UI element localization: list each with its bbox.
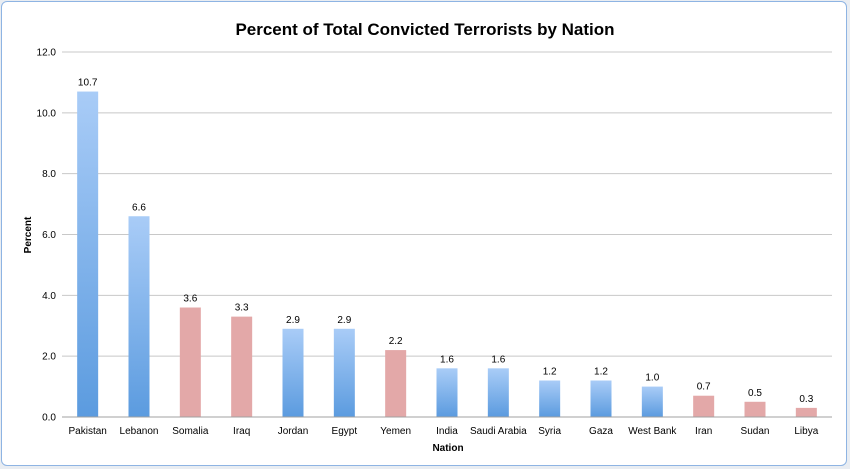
x-tick-label: Lebanon — [120, 426, 159, 437]
bar-jordan — [282, 328, 304, 417]
bar-west-bank — [641, 386, 663, 417]
data-label: 10.7 — [78, 78, 98, 89]
bar-libya — [795, 407, 817, 417]
data-label: 2.2 — [389, 336, 403, 347]
x-tick-label: Gaza — [589, 426, 613, 437]
x-tick-label: Jordan — [278, 426, 309, 437]
x-tick-label: India — [436, 426, 458, 437]
bar-gaza — [590, 380, 612, 417]
data-label: 2.9 — [337, 315, 351, 326]
bar-lebanon — [128, 216, 150, 417]
data-label: 0.5 — [748, 388, 762, 399]
x-tick-label: Syria — [538, 426, 561, 437]
y-tick-label: 4.0 — [42, 291, 56, 302]
bar-yemen — [385, 350, 407, 417]
y-tick-label: 8.0 — [42, 169, 56, 180]
bar-iraq — [231, 316, 253, 417]
data-label: 6.6 — [132, 202, 146, 213]
bar-egypt — [333, 328, 355, 417]
x-axis-title: Nation — [432, 443, 463, 454]
data-label: 3.6 — [183, 294, 197, 305]
data-label: 1.0 — [645, 373, 659, 384]
bars — [77, 91, 817, 418]
data-label: 1.2 — [543, 367, 557, 378]
y-axis-ticks: 0.0 2.0 4.0 6.0 8.0 10.0 12.0 — [37, 48, 57, 424]
data-label: 1.6 — [491, 354, 505, 365]
y-tick-label: 12.0 — [37, 48, 57, 59]
bar-india — [436, 368, 458, 417]
bar-syria — [539, 380, 561, 417]
grid-lines — [62, 51, 832, 357]
bar-pakistan — [77, 91, 99, 418]
data-label: 3.3 — [235, 303, 249, 314]
x-tick-label: Iran — [695, 426, 712, 437]
data-label: 0.3 — [799, 394, 813, 405]
y-axis-title: Percent — [23, 216, 34, 253]
data-labels: 10.7 6.6 3.6 3.3 2.9 2.9 2.2 1.6 1.6 1.2 1.2 1.0 0.7… — [78, 78, 814, 405]
x-tick-label: Pakistan — [68, 426, 106, 437]
bar-somalia — [179, 307, 201, 417]
x-tick-label: Yemen — [380, 426, 411, 437]
x-tick-label: Iraq — [233, 426, 250, 437]
bar-sudan — [744, 401, 766, 417]
x-tick-label: Egypt — [332, 426, 358, 437]
data-label: 1.2 — [594, 367, 608, 378]
chart-title: Percent of Total Convicted Terrorists by… — [235, 20, 614, 39]
data-label: 2.9 — [286, 315, 300, 326]
y-tick-label: 2.0 — [42, 352, 56, 363]
x-tick-label: Sudan — [741, 426, 770, 437]
y-tick-label: 10.0 — [37, 108, 57, 119]
data-label: 0.7 — [697, 382, 711, 393]
x-tick-label: Libya — [794, 426, 818, 437]
x-tick-label: Somalia — [172, 426, 209, 437]
x-tick-label: Saudi Arabia — [470, 426, 527, 437]
x-axis-ticks: Pakistan Lebanon Somalia Iraq Jordan Egypt Yem… — [68, 426, 818, 437]
bar-saudi-arabia — [487, 368, 509, 417]
y-tick-label: 0.0 — [42, 413, 56, 424]
y-tick-label: 6.0 — [42, 230, 56, 241]
bar-iran — [693, 395, 715, 417]
x-tick-label: West Bank — [628, 426, 677, 437]
data-label: 1.6 — [440, 354, 454, 365]
